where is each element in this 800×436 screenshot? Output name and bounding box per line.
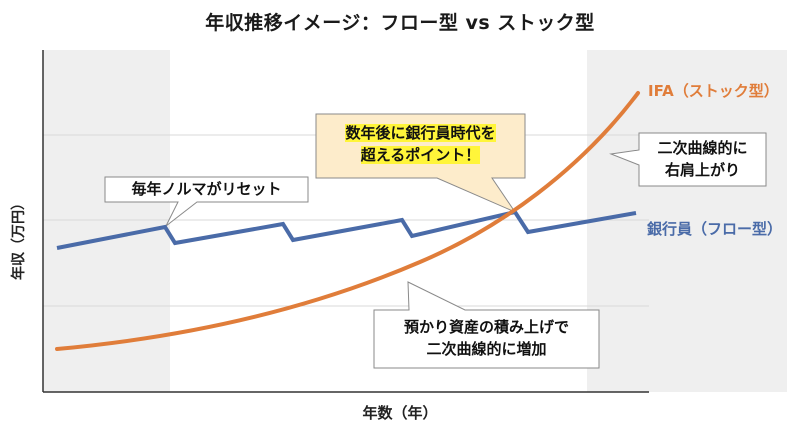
series-banker-line xyxy=(56,209,637,250)
callout-assets-text: 預かり資産の積み上げで 二次曲線的に増加 xyxy=(374,316,599,360)
callout-assets-line1: 預かり資産の積み上げで xyxy=(403,318,569,336)
y-axis-label: 年収（万円） xyxy=(11,196,27,280)
callout-reset-box xyxy=(104,176,309,227)
callout-assets-line2: 二次曲線的に増加 xyxy=(426,340,547,358)
callout-reset-text: 毎年ノルマがリセット xyxy=(131,180,282,198)
callout-crossover-text: 数年後に銀行員時代を 超えるポイント！ xyxy=(316,122,525,166)
chart-title: 年収推移イメージ：フロー型 vs ストック型 xyxy=(205,12,595,34)
x-axis-label: 年数（年） xyxy=(362,404,438,422)
callout-quadratic-line1: 二次曲線的に xyxy=(657,139,748,157)
callout-quadratic-line2: 右肩上がり xyxy=(664,161,740,179)
shaded-region-left xyxy=(43,50,170,392)
legend-ifa: IFA（ストック型） xyxy=(648,82,779,100)
callout-assets-box xyxy=(373,281,600,369)
callout-crossover-line2: 超えるポイント！ xyxy=(360,146,481,164)
shaded-region-right xyxy=(587,50,787,392)
series-ifa-line xyxy=(55,91,640,351)
callout-quadratic-text: 二次曲線的に 右肩上がり xyxy=(639,137,766,181)
legend-banker: 銀行員（フロー型） xyxy=(647,220,783,238)
callout-quadratic-box xyxy=(609,132,767,187)
callout-crossover-line1: 数年後に銀行員時代を xyxy=(345,124,496,142)
